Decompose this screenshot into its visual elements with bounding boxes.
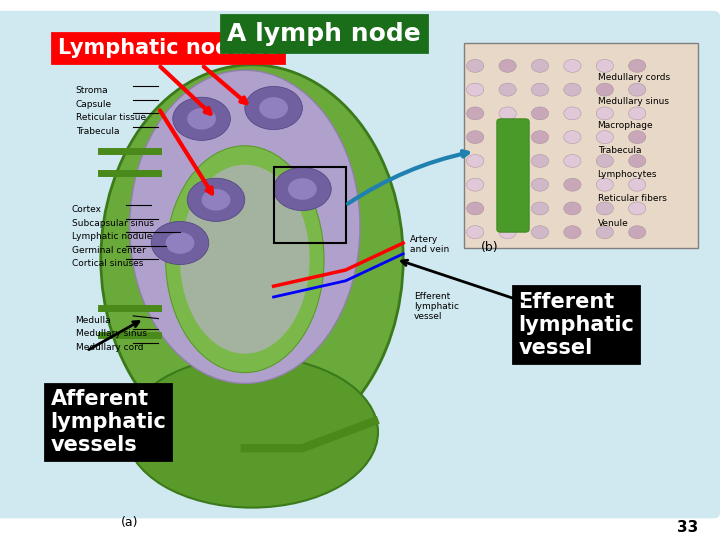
Text: Reticular tissue: Reticular tissue <box>76 113 145 123</box>
Circle shape <box>564 83 581 96</box>
Circle shape <box>499 83 516 96</box>
Text: Medullary cords: Medullary cords <box>598 73 670 82</box>
Bar <box>274 167 346 243</box>
Circle shape <box>531 59 549 72</box>
Circle shape <box>499 178 516 191</box>
FancyBboxPatch shape <box>0 11 720 518</box>
Circle shape <box>596 226 613 239</box>
Ellipse shape <box>187 108 216 130</box>
Circle shape <box>629 107 646 120</box>
Circle shape <box>629 83 646 96</box>
Circle shape <box>499 107 516 120</box>
Circle shape <box>629 131 646 144</box>
Ellipse shape <box>259 97 288 119</box>
Ellipse shape <box>202 189 230 211</box>
Ellipse shape <box>126 356 378 508</box>
Ellipse shape <box>101 65 403 454</box>
Text: Subcapsular sinus: Subcapsular sinus <box>72 219 154 228</box>
Circle shape <box>499 154 516 167</box>
Circle shape <box>499 59 516 72</box>
Ellipse shape <box>130 70 360 383</box>
Text: 33: 33 <box>677 519 698 535</box>
Circle shape <box>467 131 484 144</box>
Text: Venule: Venule <box>598 219 629 228</box>
Text: (a): (a) <box>121 516 138 529</box>
Circle shape <box>531 83 549 96</box>
Ellipse shape <box>274 167 331 211</box>
Circle shape <box>499 131 516 144</box>
Text: Cortex: Cortex <box>72 205 102 214</box>
Text: Medullary sinus: Medullary sinus <box>76 329 147 339</box>
Text: Macrophage: Macrophage <box>598 122 653 131</box>
Circle shape <box>531 154 549 167</box>
Circle shape <box>596 178 613 191</box>
Circle shape <box>467 107 484 120</box>
Text: Capsule: Capsule <box>76 100 112 109</box>
Circle shape <box>596 59 613 72</box>
Circle shape <box>467 178 484 191</box>
Circle shape <box>564 107 581 120</box>
Circle shape <box>596 107 613 120</box>
Text: Afferent
lymphatic
vessels: Afferent lymphatic vessels <box>50 389 166 455</box>
Text: Germinal center: Germinal center <box>72 246 145 255</box>
Ellipse shape <box>151 221 209 265</box>
Circle shape <box>564 131 581 144</box>
Circle shape <box>467 154 484 167</box>
Text: (b): (b) <box>481 241 498 254</box>
Text: Lymphocytes: Lymphocytes <box>598 170 657 179</box>
Circle shape <box>467 59 484 72</box>
Ellipse shape <box>166 232 194 254</box>
Circle shape <box>467 226 484 239</box>
Text: Cortical sinuses: Cortical sinuses <box>72 259 143 268</box>
Text: Lymphatic nodules: Lymphatic nodules <box>58 38 279 58</box>
Circle shape <box>564 226 581 239</box>
Ellipse shape <box>166 146 324 373</box>
Ellipse shape <box>288 178 317 200</box>
Circle shape <box>596 202 613 215</box>
Text: Reticular fibers: Reticular fibers <box>598 194 667 204</box>
Ellipse shape <box>187 178 245 221</box>
Text: Medulla: Medulla <box>76 316 111 325</box>
Circle shape <box>499 202 516 215</box>
Text: Trabecula: Trabecula <box>76 127 119 136</box>
Text: Stroma: Stroma <box>76 86 108 96</box>
Text: Artery
and vein: Artery and vein <box>410 235 450 254</box>
Ellipse shape <box>180 165 310 354</box>
Circle shape <box>564 154 581 167</box>
Circle shape <box>467 202 484 215</box>
Circle shape <box>467 83 484 96</box>
Circle shape <box>596 83 613 96</box>
Circle shape <box>531 178 549 191</box>
Circle shape <box>629 202 646 215</box>
Text: Medullary sinus: Medullary sinus <box>598 97 669 106</box>
Circle shape <box>596 131 613 144</box>
Text: A lymph node: A lymph node <box>227 22 421 45</box>
Circle shape <box>564 202 581 215</box>
Circle shape <box>629 178 646 191</box>
Text: Efferent
lymphatic
vessel: Efferent lymphatic vessel <box>414 292 459 321</box>
Text: Lymphatic nodule: Lymphatic nodule <box>72 232 153 241</box>
Circle shape <box>531 131 549 144</box>
Circle shape <box>564 178 581 191</box>
Circle shape <box>531 226 549 239</box>
Circle shape <box>564 59 581 72</box>
Circle shape <box>499 226 516 239</box>
Circle shape <box>596 154 613 167</box>
Text: Efferent
lymphatic
vessel: Efferent lymphatic vessel <box>518 292 634 358</box>
Circle shape <box>629 154 646 167</box>
Ellipse shape <box>245 86 302 130</box>
Circle shape <box>629 226 646 239</box>
Text: Medullary cord: Medullary cord <box>76 343 143 352</box>
Ellipse shape <box>173 97 230 140</box>
Circle shape <box>629 59 646 72</box>
Text: Trabecula: Trabecula <box>598 146 641 155</box>
Circle shape <box>531 202 549 215</box>
FancyBboxPatch shape <box>497 119 529 232</box>
FancyBboxPatch shape <box>464 43 698 248</box>
Circle shape <box>531 107 549 120</box>
